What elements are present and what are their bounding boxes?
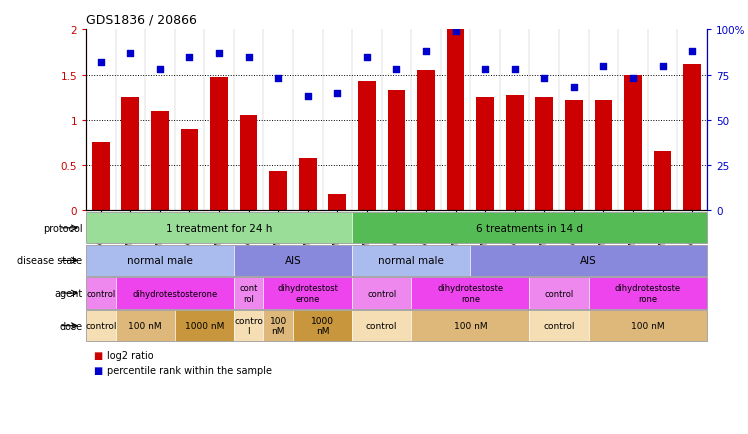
Point: [450, 29, 462, 36]
Bar: [387, 91, 405, 210]
Point: [242, 54, 254, 61]
Bar: [269, 172, 287, 210]
Text: 1 treatment for 24 h: 1 treatment for 24 h: [166, 224, 272, 233]
Text: normal male: normal male: [378, 256, 444, 266]
Text: normal male: normal male: [127, 256, 193, 266]
Text: 100 nM: 100 nM: [129, 322, 162, 330]
Text: contro
l: contro l: [234, 316, 263, 335]
Point: [509, 66, 521, 73]
Text: control: control: [367, 289, 396, 298]
Text: log2 ratio: log2 ratio: [107, 350, 153, 360]
Point: [213, 50, 225, 57]
Bar: [536, 98, 553, 210]
Text: dihydrotestoste
rone: dihydrotestoste rone: [615, 284, 681, 303]
Text: 100 nM: 100 nM: [631, 322, 664, 330]
Point: [420, 49, 432, 56]
Point: [598, 63, 610, 70]
Text: cont
rol: cont rol: [239, 284, 258, 303]
Text: dihydrotestost
erone: dihydrotestost erone: [278, 284, 338, 303]
Bar: [476, 98, 494, 210]
Text: AIS: AIS: [580, 256, 597, 266]
Bar: [624, 76, 642, 210]
Bar: [506, 96, 524, 210]
Point: [627, 76, 639, 82]
Text: ■: ■: [94, 350, 102, 360]
Text: dihydrotestoste
rone: dihydrotestoste rone: [438, 284, 503, 303]
Point: [154, 66, 166, 73]
Text: 1000 nM: 1000 nM: [185, 322, 224, 330]
Point: [479, 66, 491, 73]
Point: [361, 54, 373, 61]
Text: dose: dose: [59, 321, 82, 331]
Point: [686, 49, 698, 56]
Bar: [151, 112, 169, 210]
Point: [183, 54, 195, 61]
Bar: [595, 101, 613, 210]
Bar: [683, 65, 701, 210]
Point: [539, 76, 551, 82]
Bar: [92, 143, 110, 210]
Point: [657, 63, 669, 70]
Text: agent: agent: [54, 289, 82, 298]
Point: [124, 50, 136, 57]
Text: 6 treatments in 14 d: 6 treatments in 14 d: [476, 224, 583, 233]
Text: 100 nM: 100 nM: [453, 322, 487, 330]
Text: dihydrotestosterone: dihydrotestosterone: [132, 289, 218, 298]
Text: control: control: [86, 289, 115, 298]
Point: [272, 76, 284, 82]
Bar: [180, 129, 198, 210]
Bar: [417, 71, 435, 210]
Text: 1000
nM: 1000 nM: [311, 316, 334, 335]
Point: [95, 59, 107, 66]
Text: GDS1836 / 20866: GDS1836 / 20866: [86, 13, 197, 26]
Point: [331, 90, 343, 97]
Text: protocol: protocol: [43, 224, 82, 233]
Bar: [210, 78, 228, 210]
Bar: [358, 82, 375, 210]
Bar: [121, 98, 139, 210]
Text: control: control: [366, 322, 397, 330]
Text: ■: ■: [94, 365, 102, 375]
Bar: [565, 101, 583, 210]
Bar: [447, 30, 465, 210]
Text: percentile rank within the sample: percentile rank within the sample: [107, 365, 272, 375]
Text: disease state: disease state: [17, 256, 82, 266]
Text: control: control: [543, 322, 574, 330]
Bar: [299, 158, 316, 210]
Point: [568, 85, 580, 92]
Text: 100
nM: 100 nM: [269, 316, 286, 335]
Bar: [654, 152, 672, 210]
Text: control: control: [85, 322, 117, 330]
Point: [301, 94, 313, 101]
Point: [390, 66, 402, 73]
Bar: [328, 194, 346, 210]
Text: control: control: [545, 289, 574, 298]
Text: AIS: AIS: [284, 256, 301, 266]
Bar: [240, 116, 257, 210]
